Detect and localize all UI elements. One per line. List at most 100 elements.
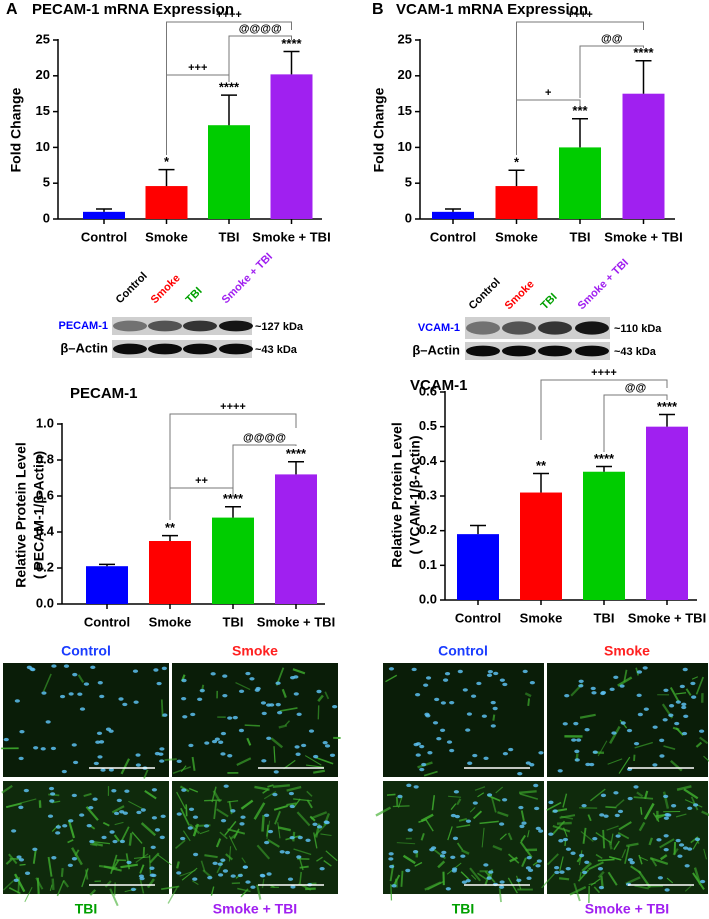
micrograph-fiber xyxy=(397,796,403,808)
micrograph-fiber xyxy=(240,799,254,810)
micrograph-fiber xyxy=(176,791,186,810)
micrograph-nucleus xyxy=(288,791,295,796)
micrograph xyxy=(1,781,172,907)
micrograph-fiber xyxy=(396,842,416,845)
micrograph xyxy=(1,663,169,779)
micrograph-nucleus xyxy=(388,852,394,856)
micrograph-fiber xyxy=(448,795,462,798)
micrograph-nucleus xyxy=(574,758,580,762)
micrograph-nucleus xyxy=(389,864,395,869)
micrograph-fiber xyxy=(324,691,330,700)
y-tick-label: 15 xyxy=(36,103,50,118)
micrograph-nucleus xyxy=(223,784,229,788)
micrograph-fiber xyxy=(120,863,138,869)
micrograph-nucleus xyxy=(609,687,615,692)
micrograph xyxy=(164,663,341,777)
micrograph-nucleus xyxy=(3,737,9,742)
micrograph-nucleus xyxy=(158,752,164,756)
micrograph-nucleus xyxy=(574,749,580,754)
micrograph-fiber xyxy=(456,842,464,851)
micrograph-nucleus xyxy=(124,789,130,793)
micrograph-nucleus xyxy=(199,688,205,693)
micrograph-fiber xyxy=(85,806,99,821)
micrograph-fiber xyxy=(24,886,33,903)
micrograph-fiber xyxy=(609,725,621,744)
micrograph-fiber xyxy=(233,828,240,839)
comparison-label: @@@@ xyxy=(243,432,286,444)
micrograph-fiber xyxy=(460,871,470,880)
micrograph-nucleus xyxy=(439,728,446,732)
band-size: ~110 kDa xyxy=(614,323,662,335)
micrograph-nucleus xyxy=(533,783,539,788)
micrograph-nucleus xyxy=(136,810,142,815)
micrograph-fiber xyxy=(605,806,617,809)
micrograph-nucleus xyxy=(197,697,203,702)
micrograph-fiber xyxy=(692,872,705,890)
micrograph-nucleus xyxy=(176,812,182,816)
y-tick-label: 0.1 xyxy=(419,557,437,572)
micrograph-fiber xyxy=(469,867,481,882)
micrograph-nucleus xyxy=(40,747,46,751)
micrograph-nucleus xyxy=(694,837,701,842)
micrograph-nucleus xyxy=(597,867,604,871)
micrograph-fiber xyxy=(676,785,692,791)
micrograph-fiber xyxy=(626,842,639,848)
micrograph-nucleus xyxy=(427,751,433,755)
micrograph-fiber xyxy=(244,724,261,727)
micrograph-fiber xyxy=(175,839,186,849)
micrograph-fiber xyxy=(109,888,119,907)
error-bar xyxy=(635,60,652,94)
micrograph xyxy=(161,781,338,904)
micrograph-background xyxy=(172,663,338,777)
micrograph-fiber xyxy=(67,839,74,844)
micrograph-nucleus xyxy=(151,816,158,820)
micrograph-nucleus xyxy=(423,683,429,687)
micrograph-background xyxy=(172,781,338,894)
micrograph-nucleus xyxy=(113,811,120,816)
micrograph-nucleus xyxy=(220,858,226,862)
micrograph-nucleus xyxy=(614,813,620,818)
micrograph-fiber xyxy=(597,870,605,879)
bar xyxy=(646,426,688,600)
micrograph-fiber xyxy=(277,826,291,832)
micrograph-fiber xyxy=(590,878,601,886)
bar xyxy=(495,186,538,219)
micrograph-nucleus xyxy=(160,814,166,819)
y-tick-label: 0.2 xyxy=(36,559,54,574)
micrograph-nucleus xyxy=(664,888,670,892)
micrograph-nucleus xyxy=(264,813,270,818)
micrograph-fiber xyxy=(660,854,668,861)
micrograph-fiber xyxy=(111,805,125,814)
micrograph-fiber xyxy=(35,877,44,890)
micrograph-nucleus xyxy=(193,852,199,857)
micrograph-nucleus xyxy=(663,816,670,820)
micrograph-nucleus xyxy=(182,715,188,719)
blot-band xyxy=(502,345,536,357)
micrograph-nucleus xyxy=(681,731,688,736)
micrograph-fiber xyxy=(643,802,655,820)
micrograph-fiber xyxy=(414,861,423,867)
micrograph-nucleus xyxy=(591,691,597,695)
micrograph-nucleus xyxy=(96,731,103,735)
micrograph-nucleus xyxy=(77,692,83,696)
micrograph-nucleus xyxy=(465,728,471,732)
micrograph-nucleus xyxy=(108,768,114,772)
micrograph-nucleus xyxy=(132,669,139,673)
blot-band xyxy=(466,321,500,335)
micrograph-fiber xyxy=(607,758,623,765)
micrograph-nucleus xyxy=(71,793,77,798)
micrograph-nucleus xyxy=(192,815,199,819)
micrograph-nucleus xyxy=(267,829,274,834)
lane-label: Smoke + TBI xyxy=(220,251,275,306)
y-axis-label: Fold Change xyxy=(8,87,24,172)
micrograph-nucleus xyxy=(238,689,245,694)
micrograph-nucleus xyxy=(411,667,417,672)
panel-letter: A xyxy=(6,1,18,18)
micrograph-nucleus xyxy=(68,819,74,823)
micrograph-fiber xyxy=(520,834,526,843)
micrograph-nucleus xyxy=(19,729,25,734)
micrograph-nucleus xyxy=(112,839,118,844)
micrograph-label: Control xyxy=(61,643,111,659)
lane-label: Control xyxy=(467,276,503,312)
micrograph-fiber xyxy=(608,840,613,850)
